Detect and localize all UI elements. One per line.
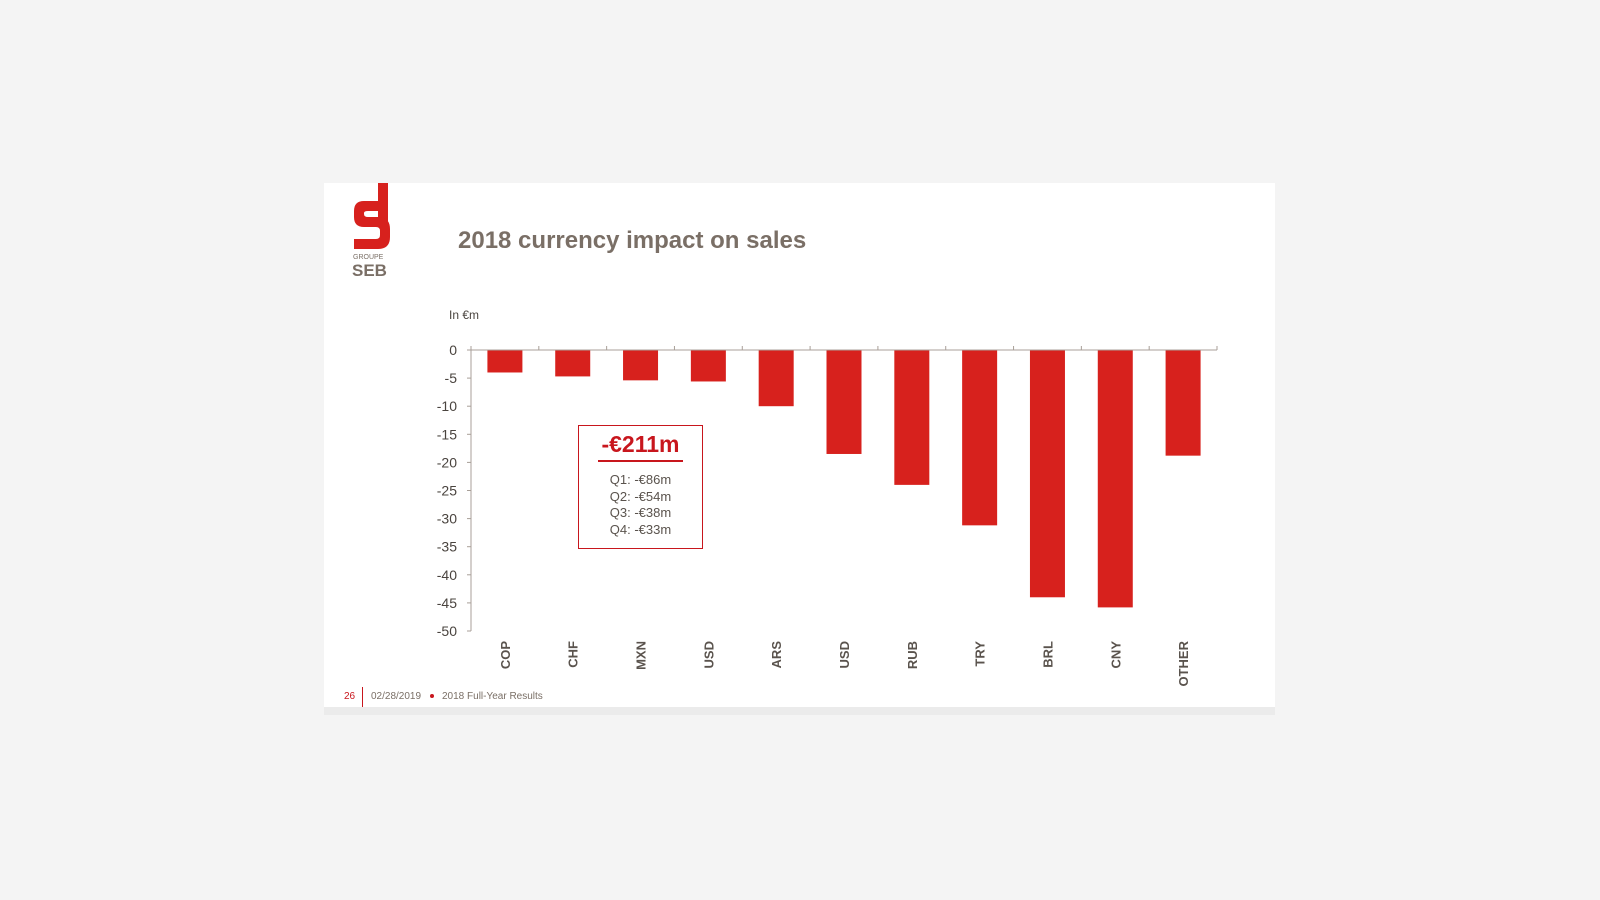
quarter-impact-q3: Q3: -€38m	[609, 505, 672, 520]
bar-chf	[555, 350, 591, 377]
footer-report-name: 2018 Full-Year Results	[442, 691, 543, 702]
y-tick-label: -5	[445, 370, 458, 386]
y-axis: 0 -5 -10 -15 -20 -25 -30 -35 -40 -45 -50	[437, 342, 472, 639]
x-axis: COP CHF MXN USD ARS USD RUB TRY BRL CNY OTHER	[470, 346, 1218, 687]
footer-date: 02/28/2019	[371, 691, 422, 702]
bars	[487, 350, 1201, 608]
bar-cop	[487, 350, 523, 373]
y-tick-label: -25	[437, 483, 457, 499]
y-tick-label: -20	[437, 454, 457, 470]
quarter-impact-q2: Q2: -€54m	[609, 488, 672, 504]
bar-try	[962, 350, 998, 526]
logo-text-groupe: GROUPE	[353, 254, 384, 261]
total-impact-box: -€211m Q1: -€86m Q2: -€54m Q3: -€38m Q4:…	[578, 425, 703, 549]
x-category-label: USD	[701, 641, 716, 668]
footer-bullet	[430, 694, 434, 698]
y-tick-label: -15	[437, 426, 457, 442]
y-tick-label: -45	[437, 595, 457, 611]
x-category-label: CHF	[566, 641, 581, 668]
unit-label: In €m	[449, 308, 479, 322]
bar-ars	[758, 350, 794, 407]
bar-usd	[826, 350, 862, 454]
bar-cny	[1097, 350, 1133, 608]
x-category-label: MXN	[634, 641, 649, 670]
slide-bottom-strip	[324, 707, 1275, 715]
slide: GROUPE SEB 2018 currency impact on sales…	[324, 183, 1275, 715]
logo-text-seb: SEB	[352, 261, 387, 279]
x-category-label: ARS	[769, 641, 784, 669]
bar-mxn	[623, 350, 659, 381]
x-category-label: CNY	[1108, 641, 1123, 669]
total-impact-value: -€211m	[601, 431, 680, 457]
bar-brl	[1029, 350, 1065, 598]
page-title: 2018 currency impact on sales	[458, 227, 807, 254]
footer-separator	[362, 687, 363, 711]
x-category-label: RUB	[905, 641, 920, 669]
x-category-label: COP	[498, 641, 513, 670]
x-category-label: BRL	[1040, 641, 1055, 668]
y-tick-label: -35	[437, 539, 457, 555]
currency-impact-bar-chart: In €m 0 -5 -10 -15 -20 -25 -30 -35 -40 -45 -50 COP…	[437, 308, 1218, 687]
bar-rub	[894, 350, 930, 485]
footer-page-number: 26	[344, 691, 356, 702]
y-tick-label: -40	[437, 567, 457, 583]
total-impact-underline	[598, 460, 683, 462]
x-category-label: TRY	[973, 641, 988, 667]
x-category-label: USD	[837, 641, 852, 668]
x-category-label: OTHER	[1176, 640, 1191, 686]
bar-other	[1165, 350, 1201, 456]
quarter-impact-q4: Q4: -€33m	[609, 521, 672, 537]
quarter-impact-q1: Q1: -€86m	[609, 472, 672, 487]
y-tick-label: -30	[437, 511, 457, 527]
y-tick-label: 0	[449, 342, 457, 358]
y-tick-label: -10	[437, 398, 457, 414]
y-tick-label: -50	[437, 623, 457, 639]
groupe-seb-logo: GROUPE SEB	[352, 183, 390, 279]
bar-usd	[690, 350, 726, 382]
